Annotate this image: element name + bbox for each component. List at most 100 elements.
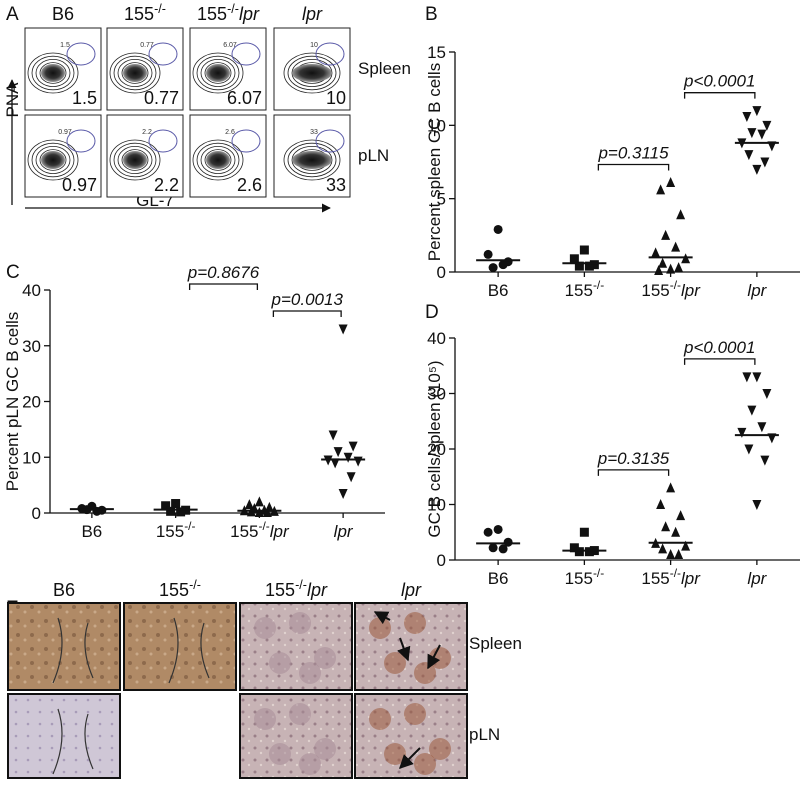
column-label: 155-/-lpr: [265, 578, 328, 600]
data-point: [752, 372, 762, 383]
y-axis-label: GC B cells/spleen (10⁵): [425, 360, 444, 537]
contour-core: [292, 151, 332, 169]
arrow: [427, 644, 441, 670]
data-point: [166, 506, 176, 516]
tissue-fold: [52, 617, 94, 684]
y-tick-label: 40: [427, 329, 446, 348]
y-tick-label: 30: [427, 385, 446, 404]
row-label: pLN: [469, 725, 500, 744]
data-point: [323, 455, 333, 466]
data-point: [493, 524, 503, 534]
data-point: [752, 500, 762, 510]
contour: [287, 55, 337, 91]
data-point: [584, 261, 594, 271]
data-point: [666, 263, 676, 274]
column-label: 155-/-: [159, 578, 201, 600]
contour: [196, 142, 240, 178]
column-label: lpr: [302, 4, 323, 24]
y-axis-label: Percent pLN GC B cells: [3, 312, 22, 492]
p-value: p=0.0013: [271, 290, 344, 309]
data-point: [333, 447, 343, 458]
gate-label: 33: [310, 129, 318, 136]
y-tick-label: 20: [427, 440, 446, 459]
contour: [200, 59, 236, 88]
data-point: [742, 112, 752, 123]
contour: [35, 59, 71, 88]
data-point: [658, 257, 668, 268]
contour-core: [41, 151, 65, 169]
follicle: [384, 743, 406, 765]
x-tick-label: 155-/-: [156, 519, 196, 541]
gate: [231, 42, 261, 66]
contour-core: [123, 151, 147, 169]
data-point: [757, 422, 767, 433]
significance-bracket: [683, 92, 756, 99]
y-tick-label: 20: [22, 393, 41, 412]
data-point: [752, 106, 762, 117]
column-label: 155-/-: [124, 2, 166, 24]
data-point: [353, 456, 363, 467]
tissue-fold: [52, 708, 94, 775]
contour: [287, 142, 337, 178]
data-point: [666, 482, 676, 493]
data-point: [762, 389, 772, 399]
follicle: [254, 617, 276, 639]
panel-label: B: [425, 4, 438, 25]
x-tick-label: 155-/-lpr: [230, 519, 290, 541]
y-tick-label: 0: [32, 504, 41, 523]
data-point: [343, 452, 353, 463]
data-point: [346, 472, 356, 483]
data-point: [171, 499, 181, 509]
significance-bracket: [683, 358, 756, 365]
p-value: p=0.3115: [597, 144, 669, 163]
data-point: [348, 441, 358, 452]
data-point: [574, 261, 584, 271]
gate-label: 6.07: [223, 42, 237, 49]
contour: [200, 145, 236, 174]
column-label: 155-/-lpr: [197, 2, 260, 24]
data-point: [671, 241, 681, 252]
data-point: [328, 430, 338, 441]
contour-core: [292, 64, 332, 82]
x-tick-label: lpr: [747, 281, 767, 300]
follicle: [429, 738, 451, 760]
p-value: p<0.0001: [683, 72, 755, 91]
data-point: [254, 506, 264, 517]
plot-frame: [273, 27, 351, 111]
follicle: [289, 612, 311, 634]
follicle: [369, 708, 391, 730]
data-point: [747, 128, 757, 139]
significance-bracket: [597, 469, 670, 476]
data-point: [762, 120, 772, 131]
gate: [231, 129, 261, 153]
gate-label: 0.77: [140, 42, 154, 49]
axis-label: PNA: [3, 82, 22, 118]
gate-label: 2.2: [142, 129, 152, 136]
data-point: [176, 507, 186, 517]
gate-value: 2.6: [237, 175, 262, 195]
gate-value: 0.97: [62, 175, 97, 195]
data-point: [589, 260, 599, 270]
follicle: [314, 647, 336, 669]
data-point: [656, 499, 666, 509]
gate: [66, 129, 96, 153]
data-point: [656, 184, 666, 195]
y-tick-label: 5: [437, 190, 446, 209]
tissue-image: [123, 602, 237, 691]
data-point: [262, 506, 272, 517]
data-point: [752, 164, 762, 175]
data-point: [330, 458, 340, 469]
data-point: [671, 526, 681, 537]
gate: [148, 42, 178, 66]
data-point: [661, 229, 671, 240]
contour: [109, 52, 161, 94]
data-point: [338, 488, 348, 499]
follicle: [314, 738, 336, 760]
x-tick-label: B6: [488, 281, 509, 300]
data-point: [579, 245, 589, 255]
data-point: [681, 540, 691, 551]
follicle: [369, 617, 391, 639]
